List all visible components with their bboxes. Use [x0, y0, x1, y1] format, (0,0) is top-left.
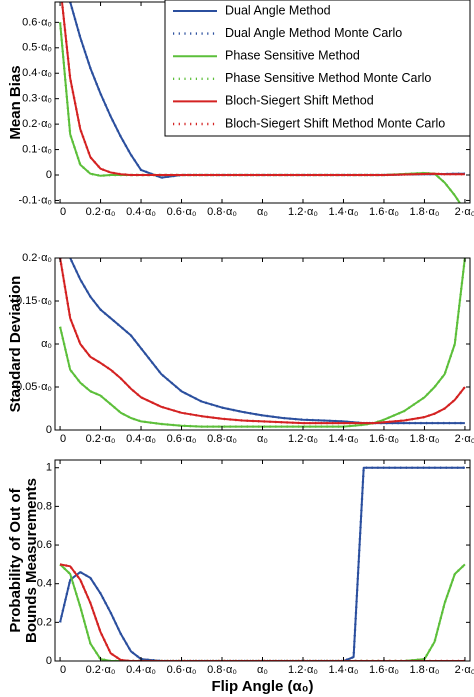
- plot-frame: [54, 459, 471, 662]
- x-tick-label: 0: [60, 206, 66, 218]
- x-tick-label: 0.6·α₀: [167, 664, 197, 676]
- y-tick-label: 0.4·α₀: [22, 67, 52, 79]
- x-tick-label: 2·α₀: [455, 664, 474, 676]
- x-tick-label: 1.8·α₀: [410, 664, 440, 676]
- series-line: [68, 258, 465, 425]
- legend-box: [164, 0, 471, 137]
- y-tick-label: 0.05·α₀: [16, 381, 52, 393]
- plot-area: [58, 466, 466, 661]
- x-tick-label: α₀: [257, 433, 268, 445]
- x-tick-label: 0: [60, 664, 66, 676]
- legend-label: Dual Angle Method Monte Carlo: [225, 26, 402, 40]
- y-tick-label: 0.8: [37, 500, 52, 512]
- x-tick-label: 2·α₀: [455, 433, 474, 445]
- x-tick-label: 1.6·α₀: [369, 433, 399, 445]
- legend-label: Bloch-Siegert Shift Method: [225, 94, 374, 108]
- series-line: [59, 563, 465, 661]
- x-tick-label: 0.2·α₀: [86, 433, 116, 445]
- plot-frame: [54, 257, 471, 431]
- y-tick-label: 0.1·α₀: [22, 143, 52, 155]
- panel: -0.1·α₀ 0 0.1·α₀ 0.2·α₀ 0.3·α₀ 0.4·α₀ 0.5·α₀ 0.…: [7, 0, 474, 218]
- x-tick-label: 0.2·α₀: [86, 206, 116, 218]
- y-tick-label: 0.2: [37, 616, 52, 628]
- x-tick-label: 1.4·α₀: [329, 433, 359, 445]
- series-line: [59, 466, 465, 661]
- plot-area: [58, 258, 467, 428]
- series-line: [59, 563, 466, 661]
- series-line: [59, 563, 466, 661]
- x-tick-label: 0.8·α₀: [207, 664, 237, 676]
- x-tick-label: 1.8·α₀: [410, 206, 440, 218]
- y-tick-label: 1: [46, 462, 52, 474]
- y-tick-label: 0: [46, 424, 52, 436]
- x-tick-label: 1.8·α₀: [410, 433, 440, 445]
- legend: Dual Angle Method Dual Angle Method Monte…: [164, 0, 471, 137]
- y-tick-label: 0.5·α₀: [22, 42, 52, 54]
- panel: 0 0.05·α₀ α₀ 0.15·α₀ 0.2·α₀ 0 0.2·α₀ 0.4·α₀ 0.6·…: [7, 252, 474, 445]
- x-tick-label: α₀: [257, 664, 268, 676]
- y-tick-label: 0.6: [37, 539, 52, 551]
- y-axis-label: Mean Bias: [7, 65, 24, 139]
- series-line: [59, 258, 466, 425]
- x-tick-label: α₀: [257, 206, 268, 218]
- legend-label: Phase Sensitive Method Monte Carlo: [225, 71, 431, 85]
- x-axis-label: Flip Angle (α₀): [211, 678, 313, 695]
- legend-label: Bloch-Siegert Shift Method Monte Carlo: [225, 116, 445, 130]
- x-tick-label: 0.8·α₀: [207, 206, 237, 218]
- series-line: [58, 258, 466, 425]
- x-tick-label: 1.6·α₀: [369, 206, 399, 218]
- x-tick-label: 1.6·α₀: [369, 664, 399, 676]
- x-tick-label: 0.6·α₀: [167, 206, 197, 218]
- x-tick-label: 1.4·α₀: [329, 206, 359, 218]
- x-tick-label: 2·α₀: [455, 206, 474, 218]
- y-axis-label: Bounds Measurements: [23, 478, 40, 643]
- y-tick-label: -0.1·α₀: [18, 194, 52, 206]
- x-tick-label: 1.2·α₀: [288, 206, 318, 218]
- panel: 0 0.2 0.4 0.6 0.8 1 0 0.2·α₀ 0.4·α₀ 0.6·α₀ 0.8·α₀ α…: [7, 459, 474, 695]
- x-tick-label: 0.4·α₀: [126, 664, 156, 676]
- series-line: [58, 258, 467, 428]
- x-tick-label: 0.2·α₀: [86, 664, 116, 676]
- y-axis-label: Probability of Out of: [7, 487, 24, 632]
- series-line: [59, 258, 466, 428]
- y-tick-label: 0: [46, 169, 52, 181]
- x-tick-label: 0.8·α₀: [207, 433, 237, 445]
- series-line: [60, 2, 465, 177]
- legend-label: Dual Angle Method: [225, 3, 331, 17]
- series-line: [59, 563, 465, 661]
- y-tick-label: 0.2·α₀: [22, 118, 52, 130]
- x-tick-label: 1.2·α₀: [288, 433, 318, 445]
- y-tick-label: 0.4: [37, 578, 52, 590]
- x-tick-label: 1.4·α₀: [329, 664, 359, 676]
- y-tick-label: 0.6·α₀: [22, 16, 52, 28]
- series-line: [69, 258, 465, 425]
- x-tick-label: 0: [60, 433, 66, 445]
- y-tick-label: 0.2·α₀: [22, 252, 52, 264]
- y-axis-label: Standard Deviation: [7, 276, 24, 413]
- x-tick-label: 0.4·α₀: [126, 206, 156, 218]
- x-tick-label: 0.6·α₀: [167, 433, 197, 445]
- legend-label: Phase Sensitive Method: [225, 48, 360, 62]
- x-tick-label: 1.2·α₀: [288, 664, 318, 676]
- y-tick-label: 0: [46, 655, 52, 667]
- plot-area: [58, 2, 465, 203]
- x-tick-label: 0.4·α₀: [126, 433, 156, 445]
- y-tick-label: 0.3·α₀: [22, 93, 52, 105]
- y-tick-label: 0.15·α₀: [16, 295, 52, 307]
- y-tick-label: α₀: [41, 338, 52, 350]
